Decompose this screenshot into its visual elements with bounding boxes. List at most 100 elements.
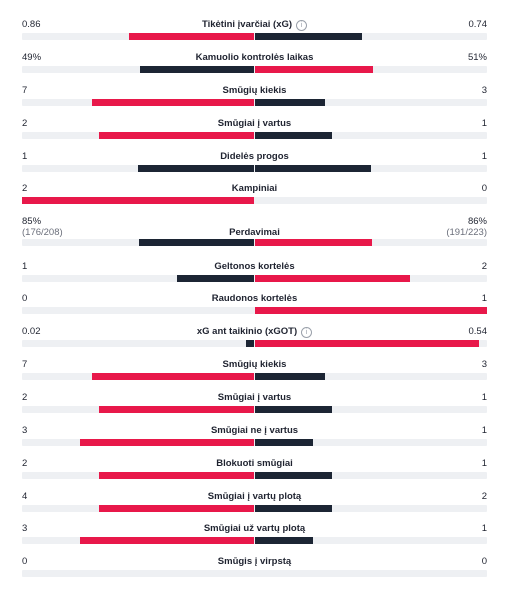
away-value: 0.74: [469, 19, 488, 30]
away-value: 86% (191/223): [446, 216, 487, 238]
home-value: 7: [22, 359, 27, 370]
away-bar: [255, 99, 325, 106]
stat-bar-track: [22, 307, 487, 314]
away-value-text: 1: [481, 151, 487, 162]
stat-label-text: Smūgiai į vartų plotą: [207, 491, 302, 502]
away-bar: [255, 307, 487, 314]
stat-bar-track: [22, 570, 487, 577]
stat-row: 3 1 Smūgiai už vartų plotą: [0, 523, 509, 545]
home-value-text: 1: [22, 261, 28, 272]
away-value: 2: [482, 261, 487, 272]
away-value: 2: [482, 491, 487, 502]
away-value-text: 1: [481, 392, 487, 403]
home-value-text: 49%: [22, 52, 42, 63]
stat-bar-track: [22, 472, 487, 479]
stat-label-text: Raudonos kortelės: [211, 293, 298, 304]
away-bar: [255, 165, 371, 172]
away-value-text: 3: [481, 359, 487, 370]
stat-row: 85% (176/208) 86% (191/223) Perdavimai: [0, 216, 509, 256]
home-value-text: 0: [22, 293, 28, 304]
stat-label-text: Tikėtini įvarčiai (xG): [201, 19, 293, 30]
away-value: 1: [482, 523, 487, 534]
away-value: 51%: [468, 52, 487, 63]
stat-bar-track: [22, 373, 487, 380]
stat-row: 2 1 Smūgiai į vartus: [0, 118, 509, 140]
away-value-text: 1: [481, 523, 487, 534]
home-value: 2: [22, 392, 27, 403]
stat-label-text: Didelės progos: [220, 151, 289, 162]
away-value-text: 1: [481, 118, 487, 129]
home-bar: [99, 406, 254, 413]
away-value: 1: [482, 458, 487, 469]
home-value: 2: [22, 118, 27, 129]
away-value-text: 1: [481, 425, 487, 436]
home-value-text: 4: [22, 491, 28, 502]
stat-label: Blokuoti smūgiai: [0, 458, 509, 469]
stat-bar-track: [22, 505, 487, 512]
info-icon[interactable]: i: [296, 20, 308, 31]
home-value-text: 0.02: [22, 326, 41, 337]
home-value-text: 7: [22, 85, 28, 96]
home-bar: [80, 439, 254, 446]
away-bar: [255, 505, 332, 512]
away-value: 1: [482, 293, 487, 304]
home-value-text: 3: [22, 425, 28, 436]
stat-label-text: Blokuoti smūgiai: [216, 458, 293, 469]
away-value-text: 0.54: [468, 326, 488, 337]
home-value: 4: [22, 491, 27, 502]
stat-label: Raudonos kortelės: [0, 293, 509, 304]
stat-label: Smūgiai ne į vartus: [0, 425, 509, 436]
home-value-text: 0.86: [22, 19, 41, 30]
home-bar: [22, 197, 254, 204]
home-value: 0.02: [22, 326, 41, 337]
stat-label: Smūgis į virpstą: [0, 556, 509, 567]
home-bar: [80, 537, 254, 544]
home-bar: [177, 275, 254, 282]
stat-label-text: Kamuolio kontrolės laikas: [195, 52, 314, 63]
away-bar: [255, 406, 332, 413]
away-bar: [255, 340, 479, 347]
stat-row: 7 3 Smūgių kiekis: [0, 85, 509, 107]
home-value-text: 3: [22, 523, 28, 534]
home-bar: [92, 99, 254, 106]
home-value: 1: [22, 261, 27, 272]
home-bar: [129, 33, 254, 40]
away-bar: [255, 537, 313, 544]
home-bar: [138, 165, 254, 172]
stat-row: 0 0 Smūgis į virpstą: [0, 556, 509, 578]
home-value: 3: [22, 425, 27, 436]
away-value: 1: [482, 392, 487, 403]
away-value: 3: [482, 359, 487, 370]
stat-label-text: Smūgiai į vartus: [217, 392, 292, 403]
away-value-text: 3: [481, 85, 487, 96]
stat-label: Geltonos kortelės: [0, 261, 509, 272]
home-value: 3: [22, 523, 27, 534]
away-value: 0.54: [469, 326, 488, 337]
stat-row: 1 2 Geltonos kortelės: [0, 261, 509, 283]
stat-label-text: xG ant taikinio (xGOT): [196, 326, 298, 337]
stat-label: Kampiniai: [0, 183, 509, 194]
away-bar: [255, 439, 313, 446]
away-bar: [255, 472, 332, 479]
stat-bar-track: [22, 165, 487, 172]
stat-bar-track: [22, 275, 487, 282]
home-bar: [246, 340, 254, 347]
home-value: 0: [22, 556, 27, 567]
home-value-detail: (176/208): [22, 227, 63, 238]
stat-bar-track: [22, 537, 487, 544]
stat-label-text: Smūgis į virpstą: [217, 556, 292, 567]
away-value: 1: [482, 118, 487, 129]
home-bar: [99, 505, 254, 512]
stat-row: 49% 51% Kamuolio kontrolės laikas: [0, 52, 509, 74]
stat-label-text: Smūgiai už vartų plotą: [203, 523, 306, 534]
stat-row: 2 0 Kampiniai: [0, 183, 509, 205]
stat-row: 2 1 Blokuoti smūgiai: [0, 458, 509, 480]
stat-label: Smūgiai į vartus: [0, 118, 509, 129]
info-icon[interactable]: i: [301, 327, 313, 338]
home-value-text: 2: [22, 392, 28, 403]
stat-label: Smūgiai į vartus: [0, 392, 509, 403]
home-value: 85% (176/208): [22, 216, 63, 238]
stat-label-text: Kampiniai: [231, 183, 278, 194]
stat-bar-track: [22, 66, 487, 73]
